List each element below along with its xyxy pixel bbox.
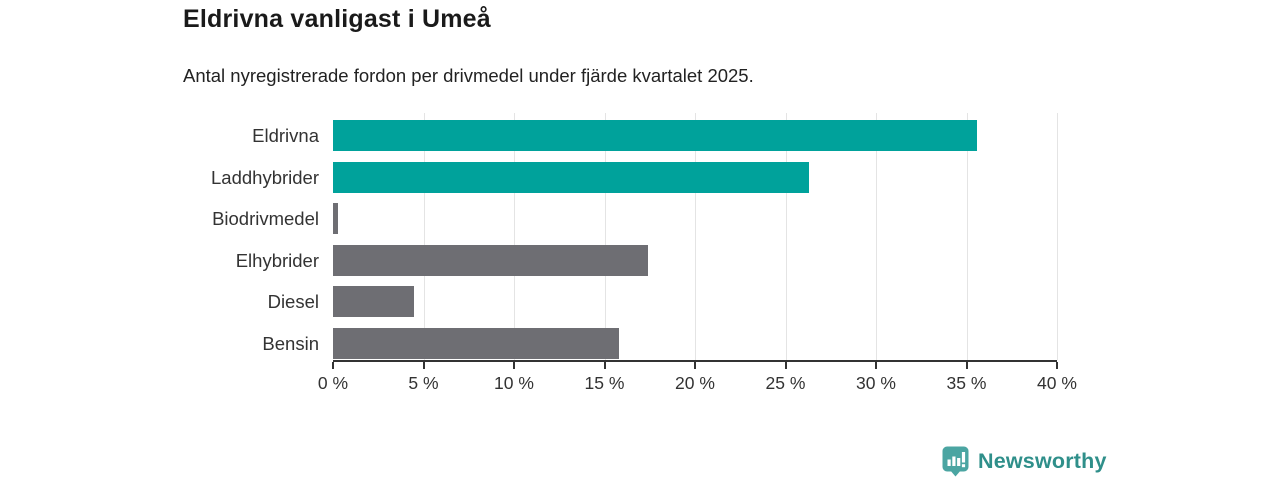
x-tick-label-30: 30 %: [856, 373, 896, 393]
gridline-10: [514, 113, 515, 360]
gridline-15: [604, 113, 606, 360]
x-tick-label-0: 0 %: [317, 373, 349, 393]
x-tick-25: [784, 362, 787, 369]
x-tick-15: [603, 362, 606, 369]
x-tick-label-10: 10 %: [494, 373, 534, 393]
bar-elhybrider: [333, 244, 648, 276]
bar-eldrivna: [333, 120, 978, 152]
x-tick-30: [875, 362, 877, 369]
x-tick-label-5: 5 %: [408, 373, 439, 393]
chart-subtitle: Antal nyregistrerade fordon per drivmede…: [183, 65, 754, 86]
category-label-bensin: Bensin: [262, 332, 319, 354]
x-tick-label-15: 15 %: [584, 373, 625, 393]
x-tick-label-35: 35 %: [946, 373, 987, 393]
gridline-35: [966, 113, 968, 360]
category-labels: Eldrivna Laddhybrider Biodrivmedel Elhybrid…: [0, 113, 319, 362]
newsworthy-icon: [942, 446, 969, 477]
category-label-diesel: Diesel: [267, 291, 319, 313]
gridline-5: [423, 113, 425, 360]
gridline-25: [785, 113, 787, 360]
category-label-biodrivmedel: Biodrivmedel: [212, 208, 319, 230]
category-label-elhybrider: Elhybrider: [235, 249, 319, 271]
newsworthy-logo: Newsworthy: [942, 446, 1107, 477]
gridline-40: [1057, 113, 1058, 360]
bar-bensin: [333, 327, 619, 359]
x-tick-0: [332, 362, 334, 369]
bar-diesel: [333, 286, 415, 318]
category-label-laddhybrider: Laddhybrider: [211, 166, 319, 188]
x-tick-40: [1056, 362, 1058, 369]
bar-chart: Eldrivna Laddhybrider Biodrivmedel Elhybrid…: [0, 113, 1280, 413]
plot-area: 0 % 5 % 10 % 15 % 20 % 25 % 30 % 35 % 40 %: [318, 113, 1077, 393]
x-tick-label-40: 40 %: [1037, 373, 1077, 393]
category-label-eldrivna: Eldrivna: [252, 125, 319, 147]
x-tick-5: [422, 362, 425, 369]
chart-title: Eldrivna vanligast i Umeå: [183, 5, 491, 33]
x-tick-10: [513, 362, 515, 369]
x-tick-20: [694, 362, 696, 369]
x-tick-35: [965, 362, 968, 369]
gridline-30: [876, 113, 877, 360]
x-tick-label-25: 25 %: [765, 373, 806, 393]
x-tick-label-20: 20 %: [675, 373, 715, 393]
bar-laddhybrider: [333, 161, 810, 193]
newsworthy-wordmark: Newsworthy: [978, 449, 1107, 473]
gridline-20: [695, 113, 696, 360]
bar-biodrivmedel: [333, 203, 339, 235]
